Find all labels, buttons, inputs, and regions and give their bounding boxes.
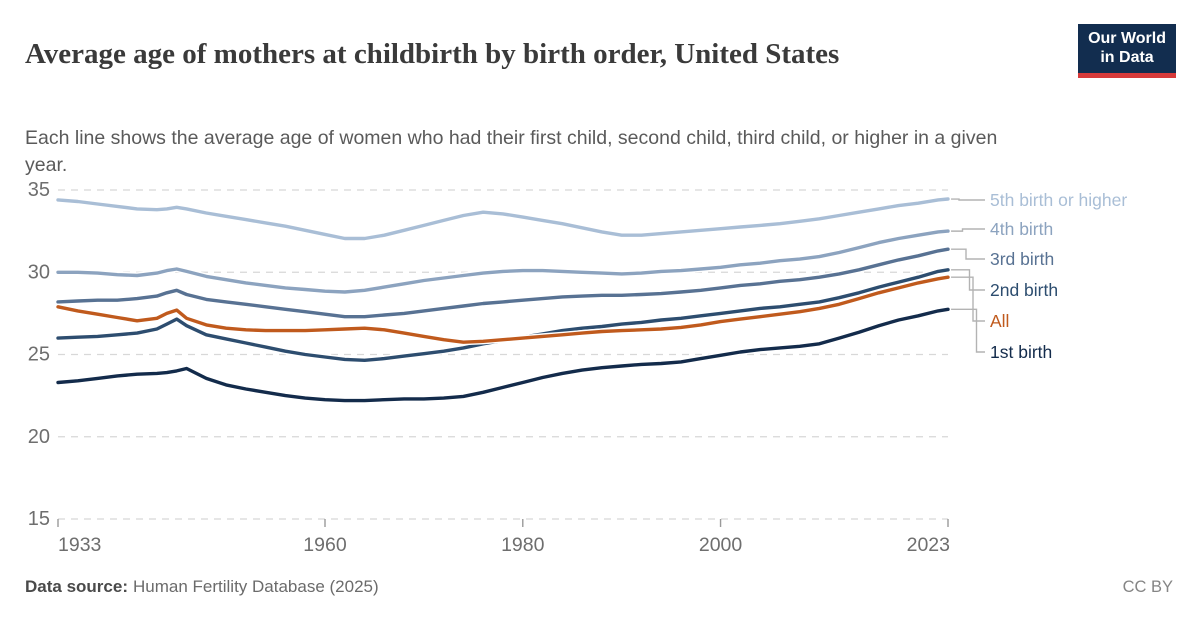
page-title: Average age of mothers at childbirth by … [25,38,840,71]
line-3rd birth [56,247,950,319]
legend-label-3rd-birth: 3rd birth [990,249,1055,269]
legend-label-4th-birth: 4th birth [990,219,1054,239]
page-subtitle: Each line shows the average age of women… [25,126,998,176]
data-source: Data source: Human Fertility Database (20… [25,577,379,597]
legend-connector [951,269,985,291]
x-tick-label: 1980 [501,534,545,556]
legend-connector [951,308,985,353]
owid-logo: Our World in Data [1078,24,1176,78]
line-halo-4th birth [54,228,952,296]
y-tick-label: 30 [28,261,50,283]
data-source-label: Data source: [25,577,128,596]
y-tick-label: 15 [28,508,50,530]
legend-label-all: All [990,311,1010,331]
line-5th birth or higher [56,197,950,241]
x-tick-label: 1960 [303,534,347,556]
license-badge: CC BY [1122,578,1173,596]
y-tick-label: 25 [28,344,50,366]
legend-connector [951,198,985,201]
legend-label-5th-birth-or-higher: 5th birth or higher [990,190,1128,210]
y-tick-label: 35 [28,179,50,201]
y-tick-label: 20 [28,426,50,448]
owid-logo-line1: Our World [1088,30,1166,47]
x-tick-label: 2023 [907,534,950,556]
x-tick-label: 2000 [699,534,743,556]
x-tick-label: 1933 [58,534,101,556]
owid-logo-line2: in Data [1100,49,1154,66]
line-1st birth [56,307,950,403]
legend-label-2nd-birth: 2nd birth [990,280,1059,300]
legend-connector [951,276,985,322]
line-All [56,275,950,344]
data-source-value: Human Fertility Database (2025) [132,577,379,596]
legend-connector [951,228,985,232]
line-4th birth [56,229,950,294]
legend-label-1st-birth: 1st birth [990,342,1053,362]
legend-connector [951,248,985,260]
